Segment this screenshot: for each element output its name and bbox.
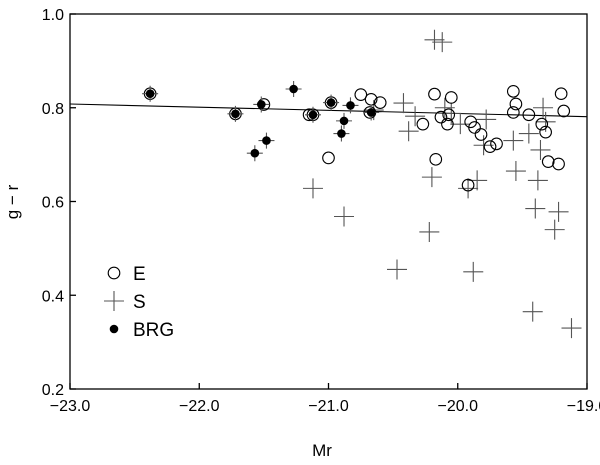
s-point: [419, 221, 440, 242]
x-tick-label: −21.0: [308, 398, 349, 415]
legend-marker-e: [107, 266, 121, 280]
y-tick-label: 0.6: [42, 195, 64, 212]
s-point: [387, 259, 408, 280]
brg-point: [326, 98, 336, 107]
e-point: [554, 87, 568, 101]
y-tick-label: 0.8: [42, 101, 64, 118]
e-point: [354, 88, 368, 101]
x-tick-label: −19.0: [567, 398, 600, 415]
e-point: [441, 117, 454, 131]
e-point: [541, 155, 555, 169]
s-point: [393, 93, 414, 114]
x-tick-label: −22.0: [179, 398, 220, 415]
s-point: [505, 161, 526, 182]
x-tick-label: −23.0: [50, 398, 91, 415]
s-point: [398, 121, 419, 142]
s-point: [522, 301, 543, 322]
s-point: [302, 178, 323, 199]
brg-point: [250, 148, 260, 158]
s-point: [473, 135, 494, 156]
legend-label-brg: BRG: [133, 320, 174, 341]
brg-point: [339, 116, 349, 126]
legend-marker-s: [104, 291, 124, 311]
brg-point: [289, 84, 298, 94]
e-point: [429, 152, 443, 166]
s-point: [463, 261, 484, 282]
y-tick-label: 0.2: [42, 382, 64, 399]
s-point: [405, 106, 426, 127]
e-point: [490, 137, 503, 151]
s-point: [421, 167, 442, 188]
s-point: [533, 97, 554, 118]
e-point: [322, 151, 335, 165]
s-point: [544, 219, 565, 240]
x-axis-label: Mr: [312, 441, 332, 460]
legend-label-s: S: [133, 292, 146, 313]
y-tick-label: 0.4: [42, 288, 64, 305]
s-point: [432, 32, 453, 53]
s-point: [530, 139, 551, 160]
s-point: [334, 206, 355, 227]
brg-point: [145, 89, 155, 98]
e-point: [522, 108, 536, 122]
s-point: [467, 170, 488, 191]
s-point: [424, 29, 445, 50]
e-point: [474, 128, 488, 141]
brg-point: [346, 101, 355, 110]
fit-line: [69, 103, 588, 118]
e-point: [506, 106, 520, 119]
e-point: [444, 91, 458, 104]
legend-marker-brg: [109, 324, 119, 334]
e-point: [373, 96, 387, 109]
fit-line-layer: [69, 103, 588, 118]
s-point: [503, 130, 524, 151]
e-point: [535, 117, 549, 131]
s-point: [476, 109, 497, 130]
brg-point: [231, 109, 240, 119]
e-point: [428, 87, 441, 101]
s-point: [525, 198, 546, 219]
brg-point: [256, 100, 266, 109]
brg-point: [262, 136, 271, 145]
legend-label-e: E: [133, 264, 146, 285]
axis-ticks: −23.0 −22.0 −21.0 −20.0 −19.0 0.2 0.4 0.6 0.8 1.0: [42, 7, 600, 415]
e-point: [557, 104, 571, 118]
brg-point: [308, 110, 318, 120]
s-point: [548, 201, 569, 222]
e-point: [416, 117, 430, 131]
e-point: [539, 125, 552, 139]
e-point: [461, 178, 475, 192]
e-point: [509, 97, 523, 111]
e-point: [442, 108, 456, 122]
points-layer: [142, 29, 582, 339]
s-point: [527, 170, 548, 191]
e-point: [434, 110, 448, 124]
legend: ES BRG: [104, 264, 174, 341]
s-point: [561, 318, 582, 339]
brg-point: [337, 129, 346, 138]
brg-point: [366, 108, 376, 117]
y-tick-label: 1.0: [42, 7, 64, 24]
e-point: [468, 121, 481, 134]
e-point: [506, 84, 520, 98]
s-point: [458, 178, 479, 199]
s-point: [518, 123, 539, 144]
x-tick-label: −20.0: [438, 398, 479, 415]
y-axis-label: g − r: [3, 184, 22, 219]
e-point: [483, 140, 497, 154]
e-point: [552, 157, 565, 171]
